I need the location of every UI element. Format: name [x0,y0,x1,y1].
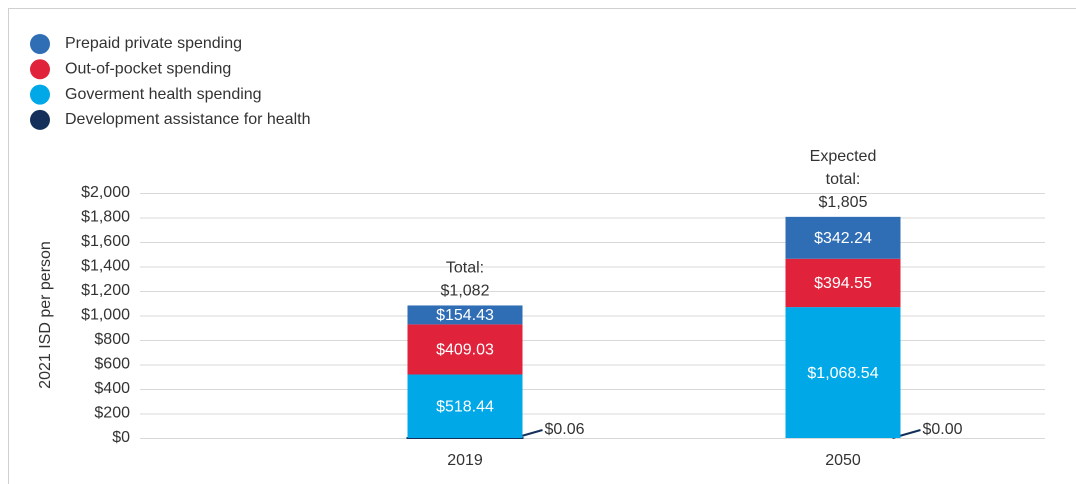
value-label: $154.43 [436,307,494,324]
total-label: total: [826,171,861,188]
y-axis-label: 2021 ISD per person [37,241,54,389]
value-label: $409.03 [436,342,494,359]
legend-swatch [30,109,50,130]
value-label: $1,068.54 [807,365,878,382]
legend-label: Prepaid private spending [65,35,242,52]
legend-label: Goverment health spending [65,86,262,103]
total-label: $1,805 [819,194,868,211]
y-tick-label: $1,600 [81,233,130,250]
total-label: Expected [810,148,877,165]
total-label: $1,082 [441,283,490,300]
legend-swatch [30,84,50,105]
y-tick-label: $0 [112,429,130,446]
y-tick-label: $600 [94,356,130,373]
y-tick-label: $800 [94,331,130,348]
y-tick-label: $1,800 [81,209,130,226]
bar-segment [407,305,523,325]
x-tick-label: 2050 [825,452,861,469]
y-tick-label: $200 [94,405,130,422]
frame [8,8,1076,484]
value-label: $0.06 [545,421,585,438]
legend-label: Development assistance for health [65,111,310,128]
legend-swatch [30,59,50,80]
y-tick-label: $400 [94,380,130,397]
value-label: $342.24 [814,230,872,247]
bar-segment [785,307,901,438]
bar-segment [785,216,901,259]
bar-segment [407,324,523,375]
x-tick-label: 2019 [447,452,483,469]
bar-segment [407,374,523,438]
y-tick-label: $2,000 [81,184,130,201]
value-label: $394.55 [814,275,872,292]
bar-segment [785,258,901,308]
value-label: $518.44 [436,398,494,415]
legend-swatch [30,34,50,54]
y-tick-label: $1,000 [81,307,130,324]
y-tick-label: $1,400 [81,258,130,275]
legend-label: Out-of-pocket spending [65,61,231,78]
y-tick-label: $1,200 [81,282,130,299]
total-label: Total: [446,260,484,277]
value-label: $0.00 [923,421,963,438]
